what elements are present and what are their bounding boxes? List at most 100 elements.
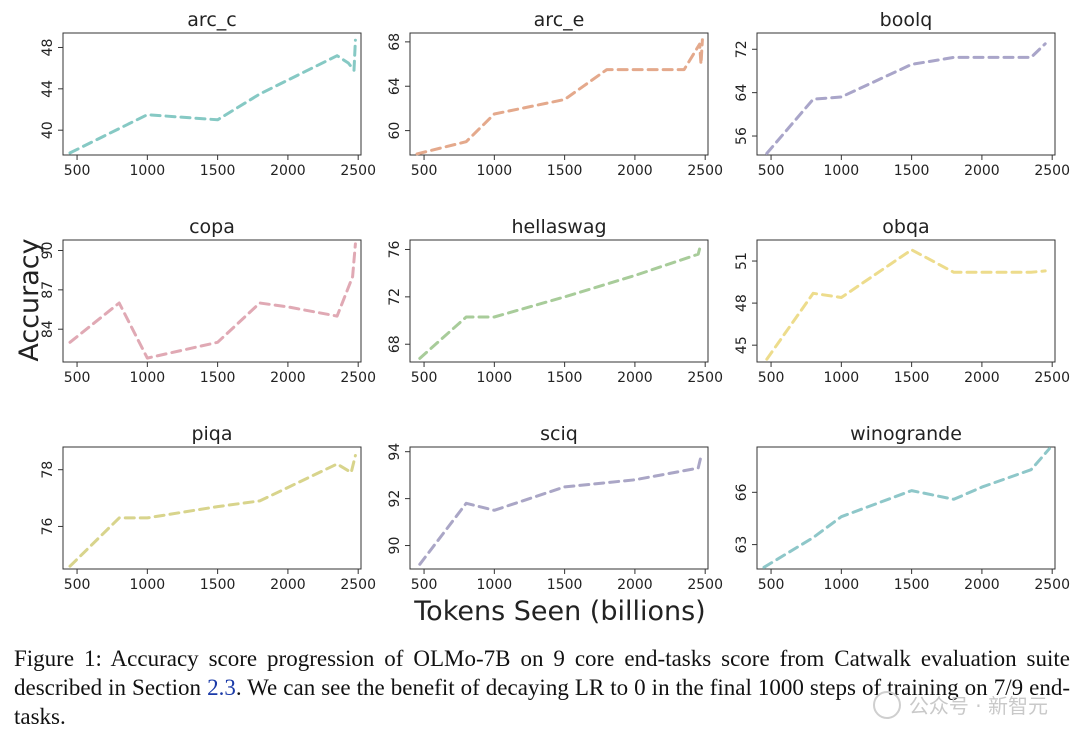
x-tick-label: 2500 — [687, 163, 723, 179]
caption-text-start: Figure 1: Accuracy score progression of … — [14, 646, 1070, 700]
y-tick-label: 56 — [734, 127, 750, 145]
x-tick-label: 1500 — [894, 577, 930, 593]
subplot-arc_e: arc_e 500 1000 1500 2000 2500 60 64 68 — [387, 9, 723, 179]
x-tick-label: 500 — [64, 370, 91, 386]
subplot-title: arc_e — [534, 9, 585, 31]
y-tick-label: 76 — [387, 240, 403, 258]
y-tick-label: 94 — [387, 443, 403, 461]
section-reference-link[interactable]: 2.3 — [207, 675, 236, 700]
x-tick-label: 2000 — [964, 370, 1000, 386]
accuracy-line — [418, 242, 703, 360]
accuracy-line — [418, 454, 703, 566]
subplot-title: boolq — [880, 9, 933, 31]
subplot-obqa: obqa 500 1000 1500 2000 2500 45 48 51 — [734, 216, 1070, 386]
subplot-title: winogrande — [850, 423, 962, 445]
x-tick-label: 1500 — [200, 370, 236, 386]
figure-x-label: Tokens Seen (billions) — [413, 596, 705, 627]
figure-y-label: Accuracy — [14, 238, 45, 361]
x-tick-label: 1500 — [200, 577, 236, 593]
subplot-winogrande: winogrande 500 1000 1500 2000 2500 63 66 — [734, 423, 1070, 593]
x-tick-label: 2500 — [340, 577, 376, 593]
x-tick-label: 2000 — [617, 577, 653, 593]
x-tick-label: 500 — [758, 370, 785, 386]
caption-text-end: . We can see the benefit of decaying LR … — [14, 675, 1070, 729]
subplot-title: arc_c — [187, 9, 236, 31]
subplot-piqa: piqa 500 1000 1500 2000 2500 76 78 — [40, 423, 376, 593]
x-tick-label: 1000 — [477, 163, 513, 179]
x-tick-label: 2500 — [1034, 370, 1070, 386]
x-tick-label: 2500 — [687, 370, 723, 386]
y-tick-label: 45 — [734, 336, 750, 354]
x-tick-label: 2000 — [270, 370, 306, 386]
x-tick-label: 500 — [411, 370, 438, 386]
plot-frame — [62, 239, 362, 363]
x-tick-label: 2000 — [270, 163, 306, 179]
x-tick-label: 2000 — [617, 370, 653, 386]
subplot-title: obqa — [882, 216, 929, 238]
y-tick-label: 87 — [40, 281, 56, 299]
x-tick-label: 2000 — [270, 577, 306, 593]
accuracy-figure: arc_c 500 1000 1500 2000 2500 40 44 48 arc_e 500 10… — [14, 9, 1070, 627]
subplot-copa: copa 500 1000 1500 2000 2500 84 87 90 — [40, 216, 376, 386]
subplot-title: piqa — [191, 423, 232, 445]
y-tick-label: 72 — [387, 288, 403, 306]
x-tick-label: 2500 — [340, 370, 376, 386]
subplot-title: sciq — [540, 423, 578, 445]
y-tick-label: 90 — [40, 242, 56, 260]
x-tick-label: 2500 — [1034, 163, 1070, 179]
y-tick-label: 44 — [40, 80, 56, 98]
watermark-text: 公众号 · 新智元 — [908, 694, 1048, 718]
y-tick-label: 92 — [387, 490, 403, 508]
y-tick-label: 48 — [734, 294, 750, 312]
plot-frame — [62, 32, 362, 156]
x-tick-label: 2500 — [340, 163, 376, 179]
y-tick-label: 72 — [734, 40, 750, 58]
plot-frame — [756, 32, 1056, 156]
x-tick-label: 500 — [411, 577, 438, 593]
accuracy-line — [68, 242, 357, 360]
subplot-grid: arc_c 500 1000 1500 2000 2500 40 44 48 arc_e 500 10… — [40, 9, 1070, 593]
x-tick-label: 1500 — [547, 163, 583, 179]
x-tick-label: 1000 — [824, 163, 860, 179]
accuracy-line — [68, 454, 357, 568]
subplot-arc_c: arc_c 500 1000 1500 2000 2500 40 44 48 — [40, 9, 376, 179]
plot-frame — [409, 239, 709, 363]
accuracy-line — [762, 447, 1051, 569]
plot-frame — [409, 446, 709, 570]
y-tick-label: 63 — [734, 536, 750, 554]
y-tick-label: 60 — [387, 122, 403, 140]
x-tick-label: 1500 — [547, 370, 583, 386]
y-tick-label: 64 — [387, 77, 403, 95]
x-tick-label: 500 — [758, 577, 785, 593]
y-tick-label: 84 — [40, 320, 56, 338]
x-tick-label: 500 — [411, 163, 438, 179]
subplot-hellaswag: hellaswag 500 1000 1500 2000 2500 68 72 76 — [387, 216, 723, 386]
y-tick-label: 76 — [40, 517, 56, 535]
y-tick-label: 51 — [734, 252, 750, 270]
x-tick-label: 1500 — [894, 163, 930, 179]
plot-frame — [409, 32, 709, 156]
accuracy-line — [765, 248, 1047, 361]
x-tick-label: 1500 — [547, 577, 583, 593]
x-tick-label: 2500 — [1034, 577, 1070, 593]
y-tick-label: 40 — [40, 121, 56, 139]
accuracy-line — [765, 42, 1047, 155]
x-tick-label: 2500 — [687, 577, 723, 593]
x-tick-label: 1000 — [824, 577, 860, 593]
plot-frame — [62, 446, 362, 570]
x-tick-label: 1000 — [477, 577, 513, 593]
subplot-boolq: boolq 500 1000 1500 2000 2500 56 64 72 — [734, 9, 1070, 179]
y-tick-label: 68 — [387, 335, 403, 353]
accuracy-line — [68, 38, 357, 155]
accuracy-line — [415, 38, 704, 156]
y-tick-label: 48 — [40, 39, 56, 57]
x-tick-label: 2000 — [964, 577, 1000, 593]
plot-frame — [756, 446, 1056, 570]
subplot-sciq: sciq 500 1000 1500 2000 2500 90 92 94 — [387, 423, 723, 593]
y-tick-label: 64 — [734, 84, 750, 102]
y-tick-label: 78 — [40, 461, 56, 479]
y-tick-label: 66 — [734, 483, 750, 501]
x-tick-label: 1000 — [130, 370, 166, 386]
x-tick-label: 1000 — [477, 370, 513, 386]
y-tick-label: 68 — [387, 33, 403, 51]
